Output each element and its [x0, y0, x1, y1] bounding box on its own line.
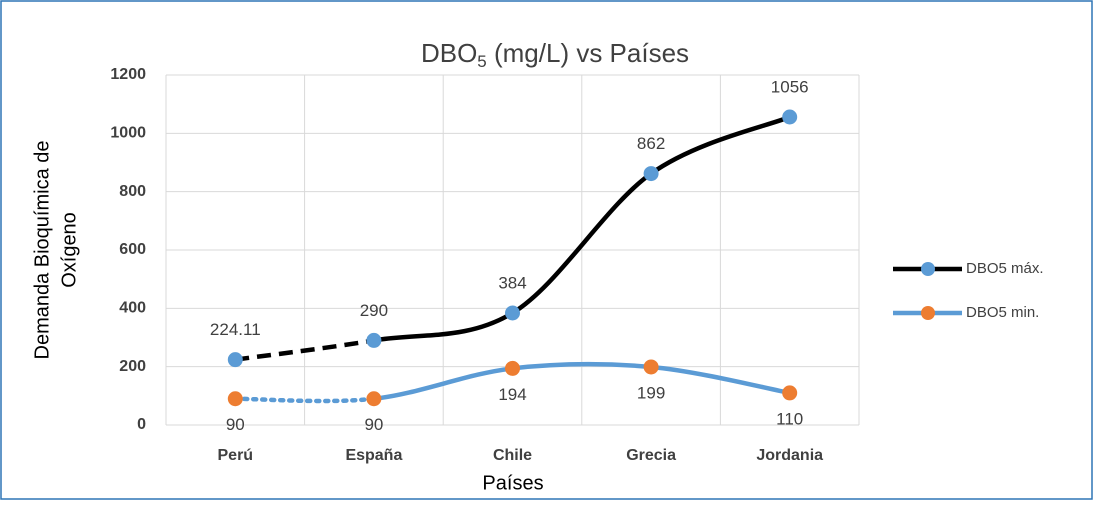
y-tick-label: 1200 — [110, 66, 146, 83]
data-label: 90 — [364, 415, 383, 434]
marker — [643, 166, 659, 182]
data-label: 290 — [360, 301, 388, 320]
chart-title: DBO5 (mg/L) vs Países — [421, 38, 689, 72]
x-tick-label: Jordania — [756, 447, 823, 464]
title-rest: (mg/L) vs Países — [487, 38, 689, 68]
marker — [782, 109, 798, 125]
legend-marker — [921, 262, 935, 276]
data-label: 194 — [498, 385, 526, 404]
data-label: 384 — [498, 273, 526, 292]
legend-marker — [921, 306, 935, 320]
data-label: 110 — [776, 409, 803, 428]
data-label: 224.11 — [210, 320, 261, 339]
y-axis-label: Oxígeno — [58, 212, 80, 288]
legend-label: DBO5 máx. — [966, 260, 1044, 277]
y-tick-label: 400 — [119, 300, 146, 317]
series-line-start — [234, 338, 375, 362]
marker — [505, 305, 520, 321]
y-tick-label: 600 — [119, 241, 146, 258]
x-tick-label: Chile — [493, 447, 532, 464]
legend-label: DBO5 min. — [966, 304, 1039, 321]
y-tick-label: 0 — [137, 416, 146, 433]
marker — [366, 391, 382, 407]
data-label: 90 — [226, 415, 245, 434]
marker — [227, 352, 243, 368]
marker — [227, 391, 243, 407]
series-line — [373, 114, 791, 343]
y-tick-label: 800 — [119, 183, 146, 200]
y-tick-label: 1000 — [110, 125, 146, 142]
marker — [505, 360, 520, 376]
series-line — [373, 361, 791, 401]
y-axis-label: Demanda Bioquímica de — [31, 140, 53, 359]
data-label: 199 — [637, 383, 665, 402]
x-tick-label: Perú — [218, 447, 254, 464]
marker — [366, 332, 382, 348]
marker — [782, 385, 798, 401]
data-label: 1056 — [771, 77, 809, 96]
x-tick-label: Grecia — [626, 447, 676, 464]
x-axis-label: Países — [482, 472, 543, 494]
title-sub: 5 — [477, 52, 486, 71]
y-tick-label: 200 — [119, 358, 146, 375]
x-tick-label: España — [345, 447, 402, 464]
series-line-start — [233, 396, 377, 404]
marker — [643, 359, 659, 375]
data-label: 862 — [637, 134, 665, 153]
title-main: DBO — [421, 38, 477, 68]
